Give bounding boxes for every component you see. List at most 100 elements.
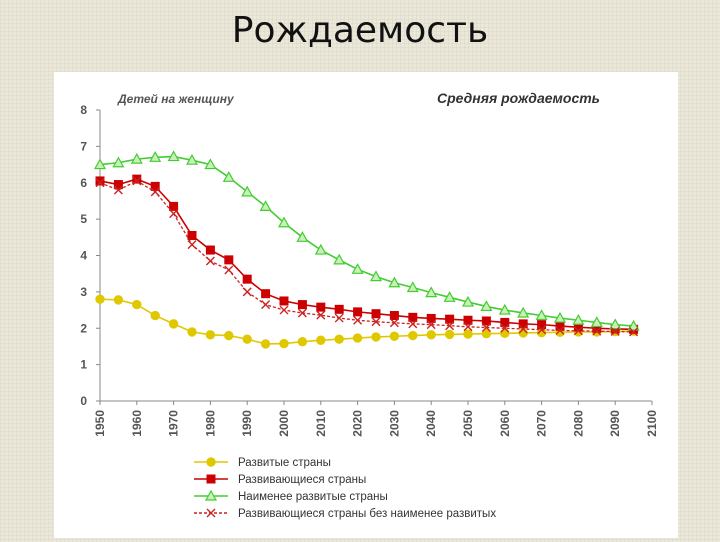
series-2-point [169, 201, 179, 211]
legend-marker [204, 489, 218, 501]
legend-label: Развивающиеся страны без наименее развит… [238, 508, 496, 520]
series-4-point [610, 327, 620, 337]
slide-title: Рождаемость [231, 10, 489, 51]
series-2-point [242, 274, 252, 284]
legend-label: Наименее развитые страны [238, 491, 388, 503]
series-3-point [572, 314, 585, 325]
series-4-point [537, 325, 547, 335]
series-2-point [371, 309, 381, 319]
series-2-point [353, 307, 363, 317]
series-1-point [224, 330, 234, 341]
series-3-point [241, 185, 254, 197]
fertility-line-chart: Детей на женщину Средняя рождаемость 0 1 2… [80, 90, 659, 520]
series-2-point [150, 181, 160, 191]
series-4-point [261, 300, 271, 310]
series-4-point [316, 310, 326, 320]
series-2-point [445, 314, 455, 324]
series-2-point [537, 320, 547, 330]
y-tick-label: 6 [80, 176, 87, 190]
legend-item-2: Развивающиеся страны [194, 474, 366, 486]
series-3 [93, 150, 640, 331]
series-2-point [389, 311, 399, 321]
series-4-point [592, 326, 602, 336]
plot-area [93, 150, 640, 349]
series-1-point [168, 319, 179, 329]
series-4-point [224, 265, 234, 275]
series-3-point [425, 286, 438, 298]
y-tick-label: 0 [80, 394, 87, 408]
series-2-point [187, 230, 197, 240]
y-axis-label: Детей на женщину [117, 92, 235, 106]
series-4-point [500, 323, 510, 333]
series-1-point [334, 334, 344, 344]
series-3-line [99, 155, 634, 327]
series-4-point [150, 187, 160, 197]
series-3-point [369, 270, 383, 282]
x-tick-label: 1970 [167, 410, 181, 437]
series-3-point [443, 291, 456, 302]
series-4-point [371, 317, 381, 327]
series-4-point [95, 178, 105, 188]
legend-item-3: Наименее развитые страны [194, 489, 388, 503]
series-2-point [224, 255, 234, 265]
series-4-point [463, 322, 473, 332]
series-2-point [555, 321, 565, 331]
series-2-point [481, 316, 491, 326]
x-tick-label: 2100 [645, 410, 659, 437]
series-3-point [130, 152, 143, 164]
x-tick-label: 2060 [498, 410, 512, 437]
series-2-point [297, 300, 307, 310]
legend-label: Развивающиеся страны [238, 474, 366, 486]
series-2-line [99, 178, 634, 331]
series-1-point [352, 333, 363, 343]
series-3-point [535, 309, 548, 321]
series-4 [95, 176, 639, 337]
series-2-point [592, 323, 602, 333]
series-2-point [518, 319, 528, 329]
x-tick-label: 2050 [461, 410, 475, 437]
y-tick-label: 8 [80, 103, 87, 117]
series-4-point [297, 308, 307, 318]
series-4-point [445, 321, 455, 331]
series-1-point [150, 310, 160, 321]
series-2-point [113, 180, 123, 190]
legend-marker [206, 508, 216, 518]
legend-marker [206, 457, 216, 467]
series-1-point [463, 329, 473, 339]
y-tick-label: 4 [80, 249, 87, 263]
chart-panel: Детей на женщину Средняя рождаемость 0 1 2… [54, 72, 678, 538]
legend-item-4: Развивающиеся страны без наименее развит… [194, 508, 496, 520]
series-2-point [95, 176, 105, 186]
series-3-point [296, 231, 309, 242]
series-3-point [112, 156, 125, 168]
series-1-point [113, 295, 124, 305]
series-2 [95, 174, 639, 334]
series-1-point [481, 329, 492, 339]
series-4-point [132, 176, 142, 186]
series-2-point [500, 317, 510, 327]
series-3-point [517, 306, 530, 318]
series-3-point [351, 263, 364, 274]
y-tick-label: 3 [80, 285, 87, 299]
y-tick-label: 5 [80, 212, 87, 226]
series-3-point [627, 319, 640, 331]
series-3-point [498, 303, 511, 315]
legend-item-1: Развитые страны [194, 457, 331, 469]
series-4-point [629, 327, 639, 337]
series-2-point [279, 296, 289, 306]
legend-marker [206, 474, 216, 484]
series-3-point [553, 311, 567, 323]
x-tick-label: 2080 [571, 410, 585, 437]
y-tick-label: 7 [80, 139, 87, 153]
series-4-point [408, 319, 418, 329]
series-3-point [461, 295, 475, 307]
series-3-point [480, 300, 493, 312]
series-4-point [334, 313, 344, 323]
series-3-point [277, 216, 291, 228]
legend-label: Развитые страны [238, 457, 331, 469]
series-1-point [95, 294, 105, 304]
x-tick-label: 1950 [93, 410, 107, 437]
series-3-point [388, 276, 401, 288]
series-4-point [169, 209, 179, 219]
series-1-point [518, 328, 528, 338]
